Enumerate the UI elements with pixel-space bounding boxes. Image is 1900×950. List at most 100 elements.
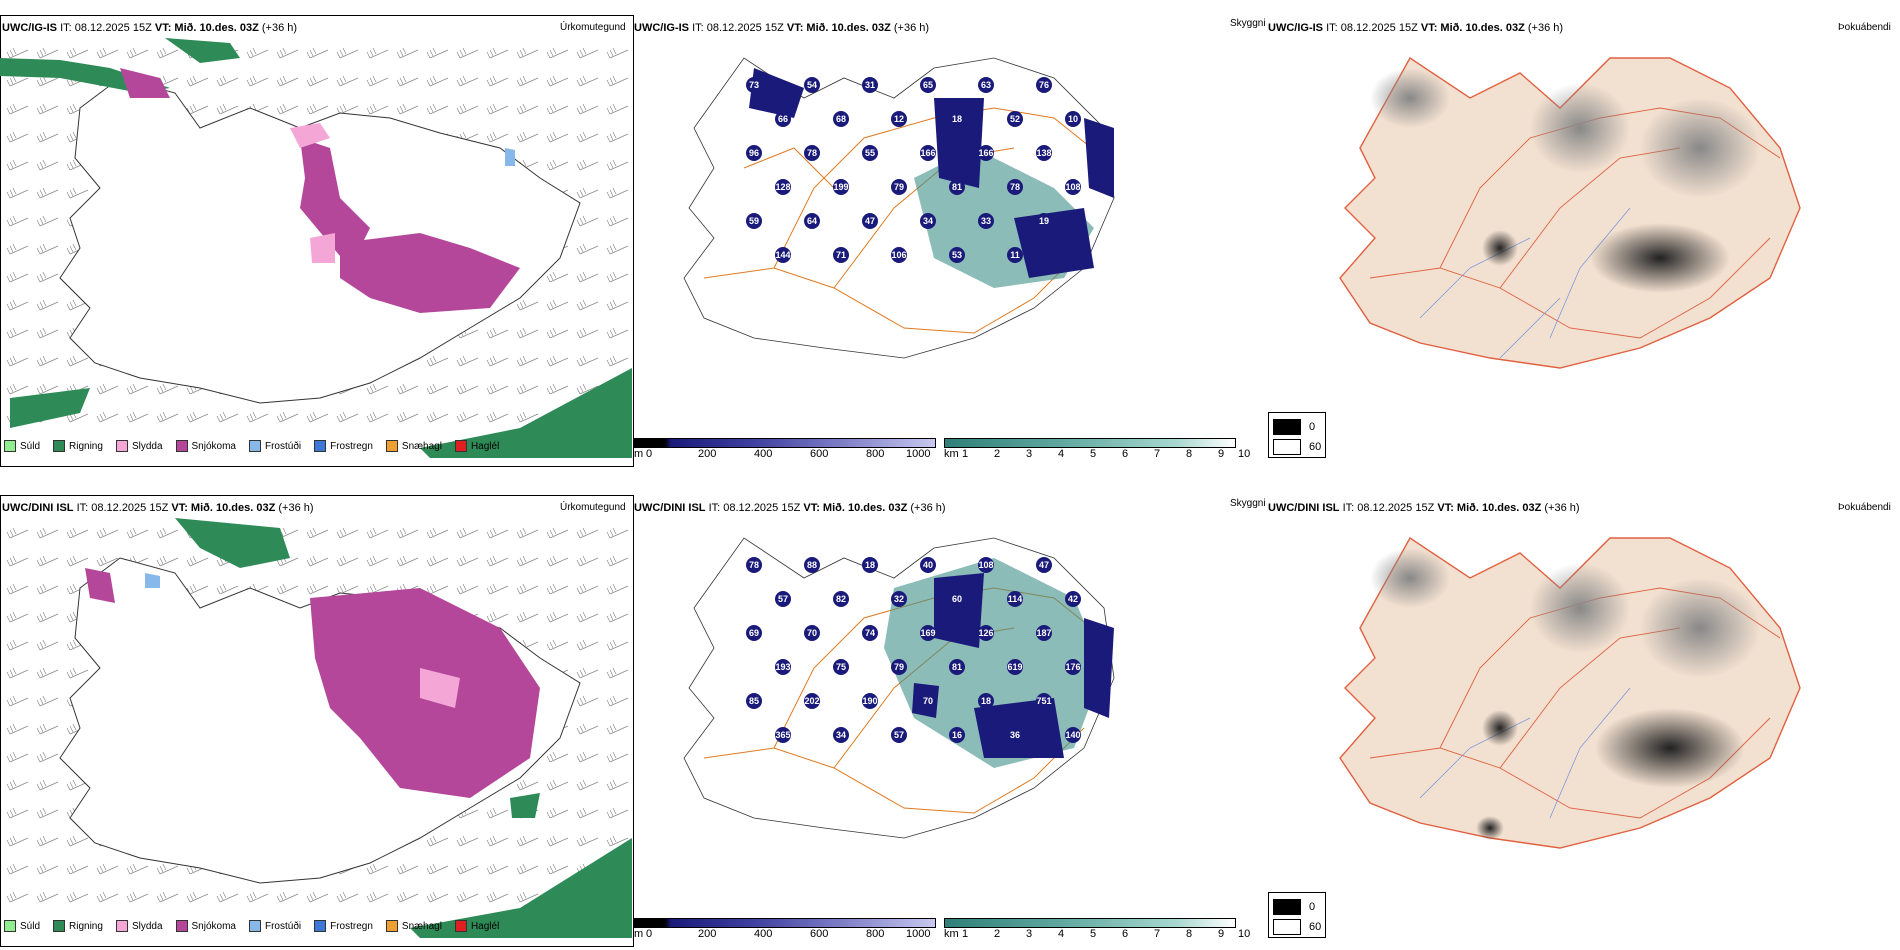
vis-number: 53 bbox=[952, 250, 962, 260]
wind-barb bbox=[276, 75, 299, 87]
wind-barb bbox=[456, 891, 479, 903]
ceiling-bar-gradient bbox=[634, 438, 936, 448]
vis-number-marker bbox=[1036, 625, 1052, 641]
wind-barb bbox=[276, 411, 299, 423]
vis-number: 85 bbox=[749, 696, 759, 706]
ceiling-area-1 bbox=[934, 573, 984, 648]
wind-barb bbox=[126, 891, 149, 903]
wind-barb bbox=[6, 103, 29, 115]
precip-legend: Súld Rigning Slydda Snjókoma Frostúði Fr… bbox=[4, 920, 499, 932]
wind-barb bbox=[576, 751, 599, 763]
vis-number-marker bbox=[1036, 77, 1052, 93]
wind-barb bbox=[306, 411, 329, 423]
wind-barb bbox=[606, 327, 629, 339]
vis-number-marker bbox=[1036, 693, 1052, 709]
wind-barb bbox=[426, 583, 449, 595]
wind-barb bbox=[36, 891, 59, 903]
wind-barb bbox=[336, 555, 359, 567]
ceiling-area-3 bbox=[1014, 208, 1094, 278]
wind-barb bbox=[426, 835, 449, 847]
wind-barb bbox=[336, 583, 359, 595]
legend-item: Súld bbox=[4, 920, 40, 932]
wind-barb bbox=[606, 527, 629, 539]
wind-barb bbox=[36, 723, 59, 735]
legend-item: Frostregn bbox=[314, 920, 373, 932]
fog-area-n2 bbox=[1530, 563, 1630, 653]
vis-number-marker bbox=[891, 179, 907, 195]
wind-barb bbox=[6, 187, 29, 199]
vis-number: 47 bbox=[1039, 560, 1049, 570]
wind-barb bbox=[366, 863, 389, 875]
wind-barb bbox=[6, 383, 29, 395]
wind-barb bbox=[576, 47, 599, 59]
vis-number-marker bbox=[746, 213, 762, 229]
vis-number-marker bbox=[1065, 591, 1081, 607]
vis-number-marker bbox=[891, 591, 907, 607]
vis-number: 57 bbox=[894, 730, 904, 740]
wind-barb bbox=[306, 47, 329, 59]
vis-number-marker bbox=[949, 727, 965, 743]
wind-barb bbox=[546, 807, 569, 819]
wind-barb bbox=[606, 723, 629, 735]
precip-legend: Súld Rigning Slydda Snjókoma Frostúði Fr… bbox=[4, 440, 499, 452]
vis-number-marker bbox=[920, 213, 936, 229]
vis-number: 66 bbox=[778, 114, 788, 124]
vis-number: 106 bbox=[891, 250, 906, 260]
vis-number: 34 bbox=[923, 216, 933, 226]
vis-colorbar: km 1 2 3 4 5 6 7 8 9 10 bbox=[944, 918, 1250, 943]
vis-number-marker bbox=[978, 693, 994, 709]
wind-barb bbox=[576, 835, 599, 847]
vis-number-marker bbox=[862, 213, 878, 229]
wind-barb bbox=[6, 299, 29, 311]
vis-number: 18 bbox=[981, 696, 991, 706]
wind-barb bbox=[216, 891, 239, 903]
vis-number: 36 bbox=[1010, 730, 1020, 740]
fog-title: Þokuábendi bbox=[1838, 22, 1891, 33]
wind-barb bbox=[546, 103, 569, 115]
wind-barb bbox=[576, 611, 599, 623]
wind-barb bbox=[276, 583, 299, 595]
wind-barb bbox=[36, 863, 59, 875]
wind-barb bbox=[396, 555, 419, 567]
wind-barb bbox=[606, 667, 629, 679]
wind-barb bbox=[6, 695, 29, 707]
wind-barb bbox=[216, 411, 239, 423]
wind-barb bbox=[606, 187, 629, 199]
wind-barb bbox=[36, 667, 59, 679]
wind-barb bbox=[126, 383, 149, 395]
wind-barb bbox=[66, 835, 89, 847]
wind-barb bbox=[36, 103, 59, 115]
wind-barb bbox=[36, 611, 59, 623]
wind-barb bbox=[156, 47, 179, 59]
wind-barb bbox=[606, 555, 629, 567]
wind-barb bbox=[456, 75, 479, 87]
ceiling-area-2 bbox=[974, 698, 1064, 758]
vis-number-marker bbox=[746, 693, 762, 709]
wind-barb bbox=[606, 47, 629, 59]
wind-barb bbox=[336, 527, 359, 539]
wind-barb bbox=[366, 527, 389, 539]
legend-item: Frostúði bbox=[248, 440, 301, 452]
wind-barb bbox=[486, 555, 509, 567]
wind-barb bbox=[96, 863, 119, 875]
wind-barb bbox=[6, 215, 29, 227]
wind-barb bbox=[36, 639, 59, 651]
vis-number: 52 bbox=[1010, 114, 1020, 124]
vis-number: 365 bbox=[775, 730, 790, 740]
wind-barb bbox=[6, 131, 29, 143]
wind-barb bbox=[186, 411, 209, 423]
vis-number: 78 bbox=[1010, 182, 1020, 192]
vis-number-marker bbox=[775, 111, 791, 127]
wind-barb bbox=[6, 271, 29, 283]
wind-barb bbox=[246, 411, 269, 423]
wind-barb bbox=[66, 75, 89, 87]
vis-number: 31 bbox=[865, 80, 875, 90]
wind-barb bbox=[576, 299, 599, 311]
wind-barb bbox=[516, 75, 539, 87]
vis-number-marker bbox=[891, 727, 907, 743]
model-name: UWC/DINI ISL bbox=[2, 502, 74, 514]
wind-barb bbox=[66, 187, 89, 199]
vis-number: 108 bbox=[1065, 182, 1080, 192]
row-2: UWC/DINI ISL IT: 08.12.2025 15Z VT: Mið.… bbox=[0, 480, 1900, 950]
wind-barb bbox=[66, 639, 89, 651]
